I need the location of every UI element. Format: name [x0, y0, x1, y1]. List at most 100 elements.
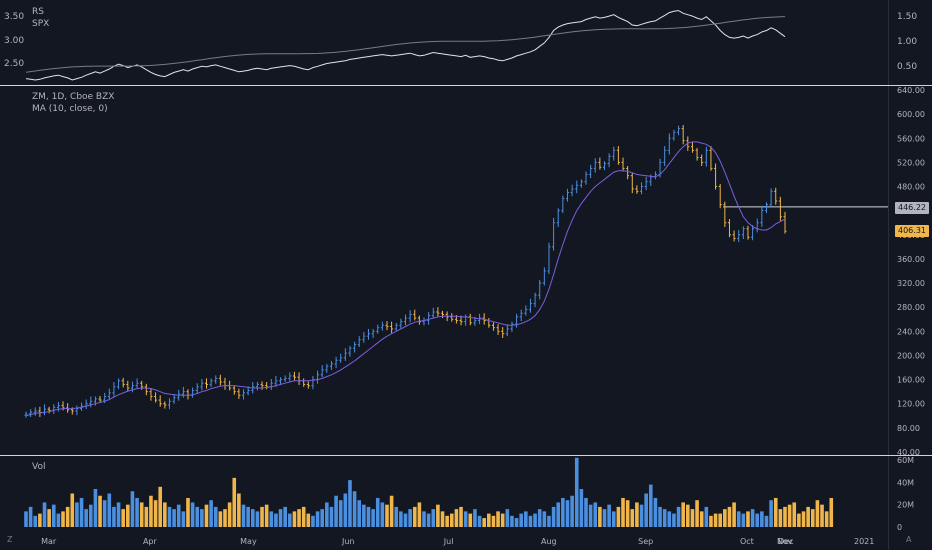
volume-bar	[625, 500, 630, 527]
volume-bar	[269, 511, 274, 527]
volume-bar	[829, 497, 834, 527]
volume-bar	[477, 515, 482, 527]
volume-bar	[399, 511, 403, 527]
volume-bar	[223, 509, 227, 527]
volume-bar	[727, 506, 732, 527]
volume-bar	[746, 511, 750, 527]
volume-bar	[760, 511, 764, 527]
price-axis-tick: 600.00	[897, 110, 925, 119]
volume-bar	[482, 518, 486, 527]
volume-bar	[246, 506, 250, 527]
volume-bar	[348, 480, 352, 527]
volume-bar	[88, 504, 93, 527]
auto-scale-icon[interactable]: A	[906, 535, 912, 544]
volume-bar	[741, 513, 746, 527]
volume-bar	[70, 493, 75, 527]
volume-bar	[565, 500, 570, 527]
volume-bar	[778, 509, 783, 527]
volume-bar	[107, 493, 112, 527]
volume-bar	[662, 509, 667, 527]
volume-bar	[797, 513, 801, 527]
volume-bar	[709, 515, 713, 527]
symbol-legend[interactable]: ZM, 1D, Cboe BZX	[32, 92, 115, 102]
volume-bar	[126, 504, 130, 527]
volume-bar	[672, 513, 676, 527]
volume-bar	[690, 509, 695, 527]
price-axis-tick: 200.00	[897, 351, 925, 360]
price-axis-tick: 80.00	[897, 424, 920, 433]
volume-bar	[496, 511, 500, 527]
volume-bar	[773, 497, 778, 527]
volume-bar	[463, 511, 468, 527]
volume-bar	[736, 511, 741, 527]
volume-bar	[449, 513, 454, 527]
volume-bar	[357, 500, 362, 527]
volume-bar	[306, 513, 311, 527]
volume-axis-tick: 0	[897, 523, 902, 532]
volume-bar	[320, 509, 324, 527]
volume-bar	[338, 500, 343, 527]
volume-bar	[385, 504, 389, 527]
volume-legend[interactable]: Vol	[32, 462, 46, 472]
price-axis-tick: 40.00	[897, 448, 920, 457]
volume-bar	[144, 506, 149, 527]
volume-bar	[676, 506, 681, 527]
volume-bar	[769, 500, 773, 527]
time-axis-label: Aug	[541, 537, 557, 546]
volume-bar	[412, 506, 417, 527]
zoom-icon[interactable]: Z	[7, 535, 13, 544]
volume-bar	[186, 497, 190, 527]
volume-bar	[28, 506, 33, 527]
volume-bar	[311, 515, 315, 527]
volume-bar	[815, 500, 820, 527]
volume-bar	[153, 500, 158, 527]
volume-bar	[139, 502, 144, 527]
volume-bar	[278, 509, 283, 527]
time-axis-label: Dec	[778, 537, 793, 546]
volume-bar	[524, 511, 528, 527]
volume-bar	[79, 497, 84, 527]
volume-bar	[537, 509, 542, 527]
volume-bar	[260, 506, 264, 527]
volume-bar	[528, 515, 533, 527]
price-axis-tick: 240.00	[897, 327, 925, 336]
volume-bar	[366, 506, 371, 527]
time-axis-label: Mar	[41, 537, 57, 546]
volume-bar	[704, 506, 709, 527]
volume-bar	[417, 502, 422, 527]
volume-bar	[394, 506, 399, 527]
volume-bar	[371, 509, 375, 527]
volume-bar	[250, 509, 255, 527]
volume-pane-separator[interactable]	[0, 455, 932, 456]
volume-bar	[723, 509, 727, 527]
volume-bar	[542, 511, 547, 527]
volume-bar	[514, 518, 519, 527]
volume-bar	[810, 509, 815, 527]
volume-bar	[213, 506, 218, 527]
volume-bar	[593, 502, 598, 527]
volume-bar	[163, 502, 167, 527]
price-axis-tick: 320.00	[897, 279, 925, 288]
volume-bar	[389, 495, 394, 527]
spx-legend-label: SPX	[32, 19, 50, 29]
volume-bar	[681, 502, 685, 527]
ma-legend[interactable]: MA (10, close, 0)	[32, 104, 108, 114]
volume-bar	[436, 504, 440, 527]
volume-bar	[695, 500, 699, 527]
volume-bar	[116, 502, 121, 527]
price-axis-tick: 640.00	[897, 86, 925, 95]
volume-bar	[24, 511, 28, 527]
last-price-badge: 406.31	[895, 225, 929, 237]
rs-pane-separator[interactable]	[0, 85, 932, 86]
rs-left-tick-250: 2.50	[4, 59, 25, 69]
volume-bar	[658, 506, 662, 527]
volume-bar	[598, 506, 602, 527]
volume-bar	[56, 513, 61, 527]
volume-bar	[820, 504, 824, 527]
volume-bar	[362, 504, 366, 527]
volume-bar	[699, 511, 704, 527]
volume-bar	[533, 513, 537, 527]
volume-bar	[824, 511, 829, 527]
time-axis-label: May	[240, 537, 257, 546]
